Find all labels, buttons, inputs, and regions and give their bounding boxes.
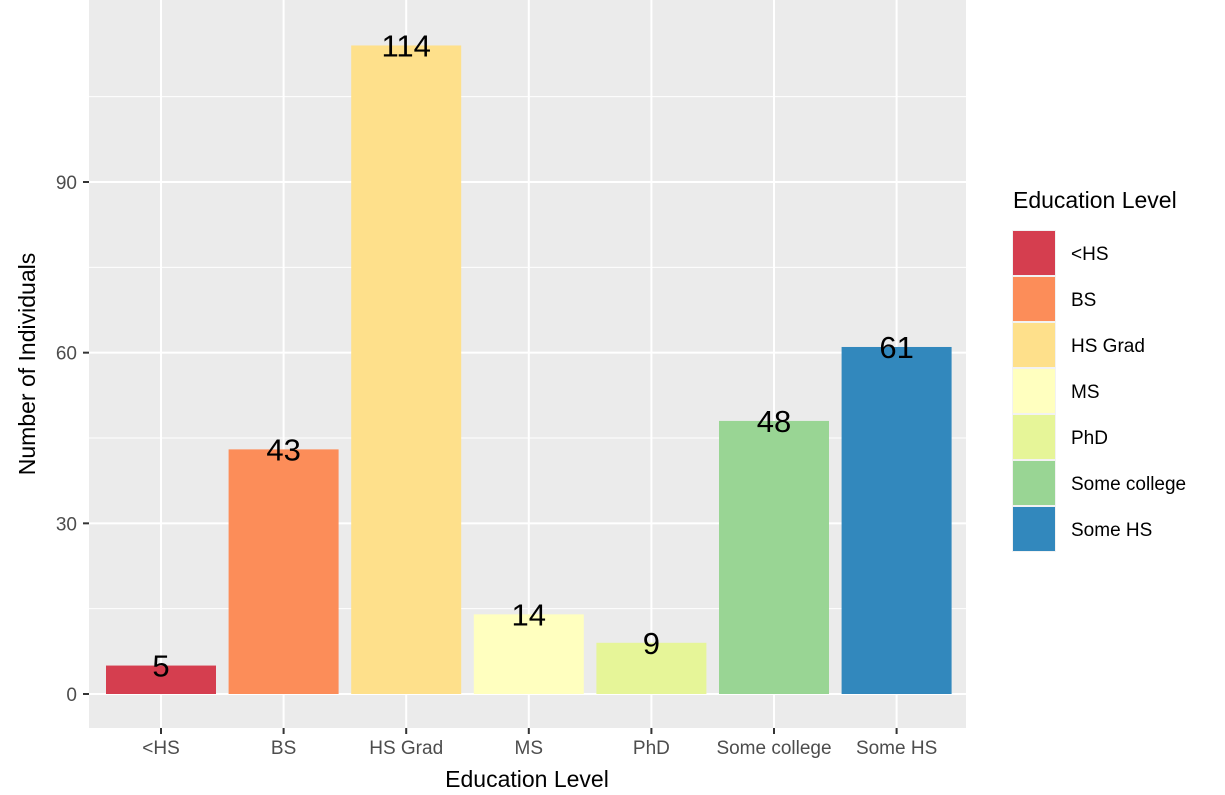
bar-value-label: 43 — [266, 432, 300, 467]
bar-value-label: 9 — [643, 626, 660, 661]
legend-swatch — [1013, 277, 1055, 321]
y-tick-label: 90 — [56, 173, 77, 194]
x-tick-label: Some college — [716, 738, 831, 759]
bar — [473, 614, 584, 694]
y-axis: 0 30 60 90 — [56, 173, 89, 706]
x-tick-label: PhD — [633, 738, 670, 759]
bar — [351, 45, 462, 694]
bar-value-label: 5 — [152, 649, 169, 684]
x-axis-title: Education Level — [445, 766, 609, 792]
bar-value-label: 48 — [757, 404, 791, 439]
bar-value-labels: 5 43 114 14 9 48 61 — [152, 28, 913, 683]
x-axis: <HS BS HS Grad MS PhD Some college Some HS — [142, 728, 937, 759]
legend-label: PhD — [1071, 428, 1108, 449]
bars — [106, 45, 952, 694]
x-tick-label: MS — [515, 738, 544, 759]
x-tick-label: Some HS — [856, 738, 937, 759]
y-tick-label: 0 — [66, 685, 77, 706]
legend-swatch — [1013, 231, 1055, 275]
y-tick-label: 60 — [56, 344, 77, 365]
bar-value-label: 114 — [381, 28, 430, 63]
legend-swatch — [1013, 461, 1055, 505]
legend-label: Some HS — [1071, 520, 1152, 541]
legend-swatch — [1013, 507, 1055, 551]
legend: Education Level <HS BS HS Grad MS PhD Some co… — [1012, 187, 1186, 552]
legend-swatch — [1013, 415, 1055, 459]
legend-label: HS Grad — [1071, 336, 1145, 357]
x-tick-label: <HS — [142, 738, 180, 759]
legend-label: BS — [1071, 290, 1096, 311]
legend-title: Education Level — [1013, 187, 1177, 213]
legend-label: MS — [1071, 382, 1100, 403]
y-axis-title: Number of Individuals — [14, 253, 40, 475]
bar — [228, 449, 339, 694]
legend-entries: <HS BS HS Grad MS PhD Some college Some HS — [1012, 230, 1186, 552]
x-tick-label: BS — [271, 738, 296, 759]
bar — [841, 346, 952, 694]
bar — [719, 420, 829, 694]
bar — [596, 642, 707, 694]
bar — [106, 665, 216, 694]
bar-value-label: 61 — [879, 330, 913, 365]
legend-label: <HS — [1071, 244, 1109, 265]
legend-swatch — [1013, 323, 1055, 367]
y-tick-label: 30 — [56, 514, 77, 535]
bar-value-label: 14 — [512, 597, 546, 632]
legend-swatch — [1013, 369, 1055, 413]
x-tick-label: HS Grad — [369, 738, 443, 759]
legend-label: Some college — [1071, 474, 1186, 495]
